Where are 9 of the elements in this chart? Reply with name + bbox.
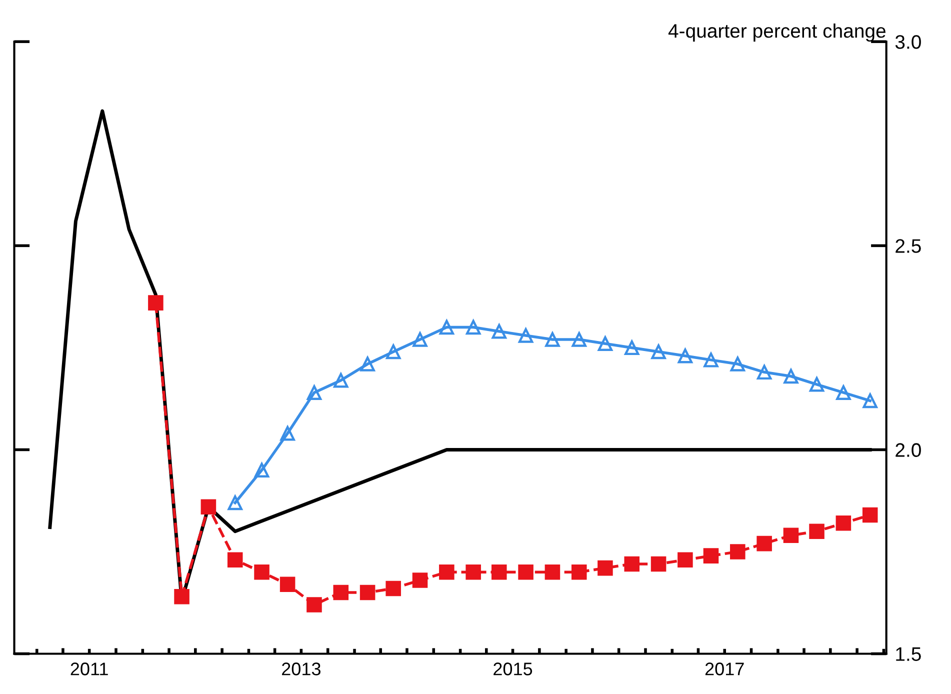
y-tick-label: 2.0 (896, 443, 921, 457)
y-tick-label: 3.0 (895, 35, 921, 49)
x-tick-label: 2017 (705, 662, 744, 676)
y-tick-label: 2.5 (896, 239, 921, 253)
y-tick-label: 1.5 (896, 647, 921, 661)
x-tick-label: 2013 (282, 662, 320, 676)
x-tick-label: 2011 (70, 662, 108, 676)
y-axis-title: 4-quarter percent change (668, 24, 886, 42)
x-tick-label: 2015 (494, 662, 532, 676)
